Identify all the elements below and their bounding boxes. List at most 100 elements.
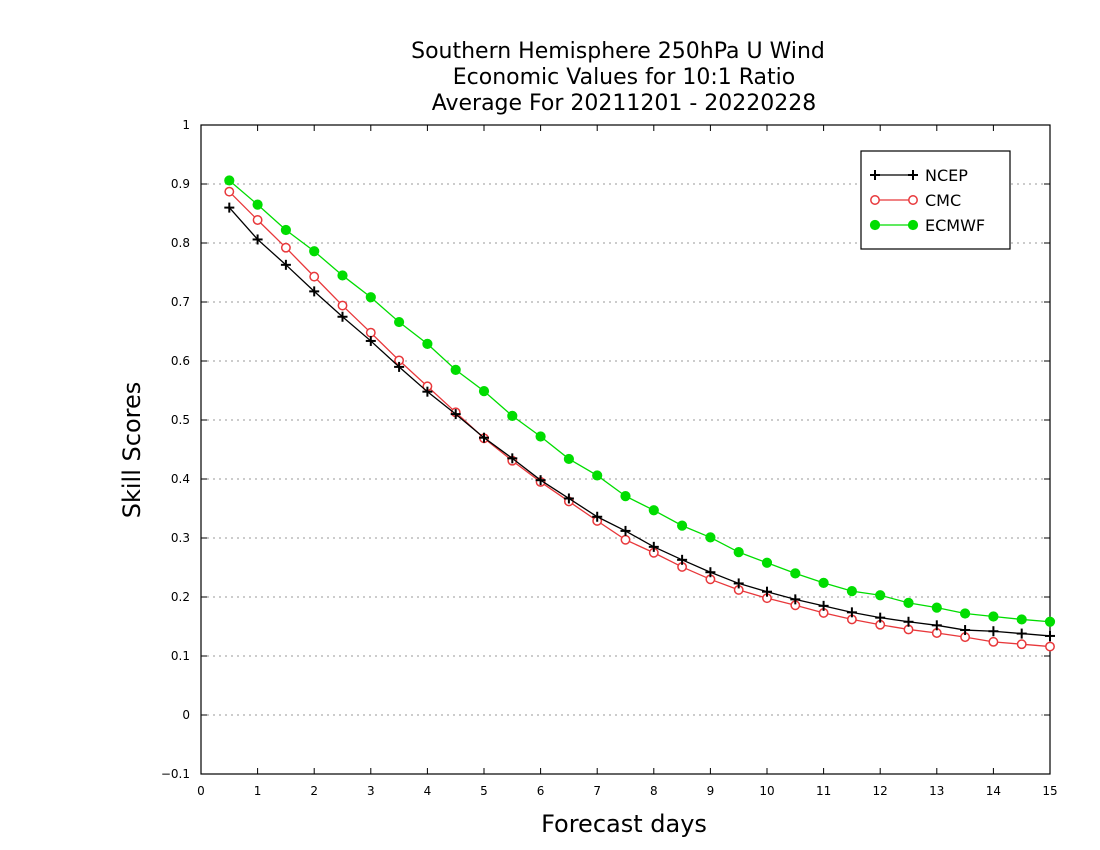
chart-title: Southern Hemisphere 250hPa U Wind Econom… <box>411 39 825 116</box>
x-tick-label: 13 <box>929 784 944 798</box>
title-line-3: Average For 20211201 - 20220228 <box>432 91 817 116</box>
data-point-ecmwf <box>592 470 603 481</box>
legend-item-cmc: CMC <box>870 191 961 210</box>
data-point-ncep <box>337 311 348 322</box>
series-line-ncep <box>228 207 1051 637</box>
legend-marker <box>908 170 918 180</box>
data-point-cmc <box>309 271 320 282</box>
data-point-ecmwf <box>960 608 971 619</box>
data-point-ecmwf <box>507 410 518 421</box>
y-tick-label: 0 <box>182 708 190 722</box>
legend-marker <box>870 195 880 205</box>
data-point-ncep <box>620 525 631 536</box>
data-point-ecmwf <box>309 246 320 257</box>
data-point-ncep <box>592 511 603 522</box>
data-point-ecmwf <box>478 385 490 397</box>
data-point-cmc <box>280 242 291 253</box>
data-point-ncep <box>960 625 971 636</box>
y-tick-label: 0.6 <box>171 354 190 368</box>
series-line-cmc <box>228 191 1051 648</box>
x-tick-label: 9 <box>707 784 715 798</box>
x-tick-label: 3 <box>367 784 375 798</box>
legend-label: CMC <box>925 191 961 210</box>
legend-label: ECMWF <box>925 216 985 235</box>
data-point-ncep <box>394 361 405 372</box>
x-tick-label: 4 <box>424 784 432 798</box>
data-point-ncep <box>988 626 999 637</box>
series-cmc <box>224 186 1055 652</box>
x-tick-label: 0 <box>197 784 205 798</box>
series-ncep <box>224 202 1055 641</box>
series <box>224 175 1056 652</box>
data-point-ncep <box>648 541 659 552</box>
y-tick-label: 0.8 <box>171 236 190 250</box>
legend: NCEP CMC ECMWF <box>860 150 1011 250</box>
x-tick-label: 11 <box>816 784 831 798</box>
legend-label: NCEP <box>925 166 968 185</box>
data-point-ecmwf <box>620 491 631 502</box>
data-point-ncep <box>252 234 263 245</box>
data-point-ecmwf <box>790 568 801 579</box>
legend-marker <box>869 219 881 231</box>
data-point-ncep <box>535 475 546 486</box>
data-point-ecmwf <box>450 364 461 375</box>
legend-item-ecmwf: ECMWF <box>869 216 985 235</box>
data-point-ncep <box>422 386 433 397</box>
x-tick-label: 1 <box>254 784 262 798</box>
x-tick-label: 2 <box>310 784 318 798</box>
data-point-ecmwf <box>846 586 858 597</box>
data-point-ncep <box>479 432 489 443</box>
data-point-ncep <box>507 453 518 464</box>
y-tick-label: 0.7 <box>171 295 190 309</box>
data-point-ncep <box>309 286 320 297</box>
data-point-ecmwf <box>648 505 659 516</box>
data-point-cmc <box>1045 641 1055 652</box>
legend-marker <box>908 195 918 205</box>
y-tick-label: −0.1 <box>161 767 190 781</box>
data-point-ncep <box>790 594 801 605</box>
data-point-ecmwf <box>394 316 405 328</box>
data-point-ecmwf <box>903 597 914 609</box>
x-tick-label: 10 <box>759 784 774 798</box>
legend-marker <box>870 170 880 180</box>
data-point-ncep <box>677 554 688 565</box>
data-point-ncep <box>450 409 461 420</box>
x-tick-label: 15 <box>1042 784 1057 798</box>
data-point-ncep <box>903 616 914 627</box>
data-point-ecmwf <box>875 590 886 601</box>
data-point-ecmwf <box>818 577 829 588</box>
data-point-cmc <box>224 186 235 197</box>
y-tick-label: 0.2 <box>171 590 190 604</box>
data-point-ecmwf <box>365 292 376 303</box>
y-tick-label: 0.5 <box>171 413 190 427</box>
data-point-ncep <box>224 202 235 213</box>
data-point-ncep <box>846 607 857 618</box>
data-point-cmc <box>365 327 376 338</box>
title-line-1: Southern Hemisphere 250hPa U Wind <box>411 39 825 64</box>
data-point-ecmwf <box>224 175 235 186</box>
y-tick-label: 1 <box>182 118 190 132</box>
data-point-ecmwf <box>931 602 942 613</box>
axis-ticks: −0.100.10.20.30.40.50.60.70.80.910 1 2 3 4 5 6… <box>161 118 1058 798</box>
data-point-ncep <box>1016 628 1027 639</box>
x-tick-label: 12 <box>873 784 888 798</box>
x-tick-label: 5 <box>480 784 488 798</box>
legend-marker <box>907 219 919 231</box>
data-point-cmc <box>1016 639 1027 650</box>
data-point-ecmwf <box>337 270 348 281</box>
title-line-2: Economic Values for 10:1 Ratio <box>453 65 795 90</box>
data-point-ecmwf <box>1044 616 1056 627</box>
data-point-ecmwf <box>1016 614 1027 625</box>
x-axis-label: Forecast days <box>541 810 707 838</box>
data-point-ncep <box>733 578 744 589</box>
data-point-ncep <box>875 612 886 623</box>
y-axis-label: Skill Scores <box>118 382 146 519</box>
data-point-ecmwf <box>988 611 999 622</box>
data-point-cmc <box>620 534 631 545</box>
data-point-cmc <box>337 300 348 311</box>
plot-frame <box>200 124 1051 775</box>
data-point-ecmwf <box>563 453 575 465</box>
data-point-ncep <box>563 493 574 504</box>
y-tick-label: 0.1 <box>171 649 190 663</box>
